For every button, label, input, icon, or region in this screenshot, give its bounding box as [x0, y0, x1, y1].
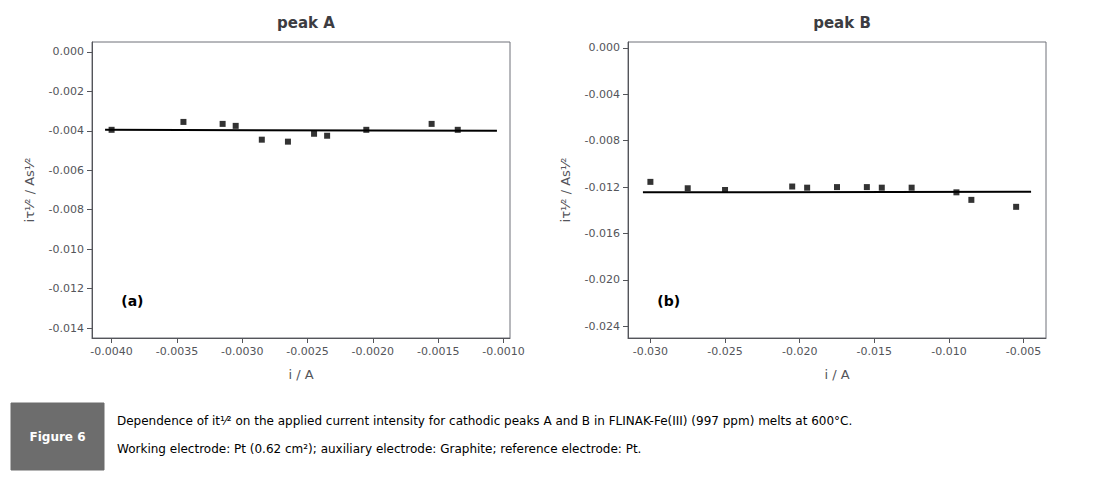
svg-text:-0.0010: -0.0010 [482, 345, 524, 358]
svg-text:0.000: 0.000 [589, 41, 621, 54]
svg-text:i / A: i / A [824, 367, 849, 382]
svg-text:-0.010: -0.010 [49, 243, 84, 256]
svg-text:-0.012: -0.012 [49, 282, 84, 295]
svg-text:Figure 6: Figure 6 [29, 430, 85, 444]
svg-text:-0.006: -0.006 [49, 164, 84, 177]
svg-text:-0.010: -0.010 [931, 345, 966, 358]
svg-text:-0.008: -0.008 [585, 134, 620, 147]
svg-text:-0.005: -0.005 [1006, 345, 1041, 358]
svg-text:iτ¹⁄² / As¹⁄²: iτ¹⁄² / As¹⁄² [22, 158, 37, 223]
svg-text:-0.0015: -0.0015 [417, 345, 459, 358]
svg-text:-0.016: -0.016 [585, 227, 620, 240]
svg-text:-0.012: -0.012 [585, 181, 620, 194]
svg-text:-0.025: -0.025 [707, 345, 742, 358]
svg-text:-0.0030: -0.0030 [221, 345, 263, 358]
svg-text:iτ¹⁄² / As¹⁄²: iτ¹⁄² / As¹⁄² [558, 158, 573, 223]
svg-text:peak B: peak B [813, 14, 871, 32]
svg-text:-0.008: -0.008 [49, 203, 84, 216]
svg-text:-0.0040: -0.0040 [90, 345, 132, 358]
svg-text:i / A: i / A [288, 367, 313, 382]
svg-text:Working electrode: Pt (0.62 cm: Working electrode: Pt (0.62 cm²); auxili… [117, 442, 641, 456]
svg-text:-0.020: -0.020 [585, 273, 620, 286]
svg-text:(b): (b) [657, 293, 680, 309]
svg-text:-0.004: -0.004 [585, 88, 620, 101]
svg-text:peak A: peak A [277, 14, 335, 32]
svg-text:-0.002: -0.002 [49, 85, 84, 98]
svg-text:-0.004: -0.004 [49, 124, 84, 137]
svg-text:-0.014: -0.014 [49, 322, 84, 335]
svg-text:(a): (a) [121, 293, 143, 309]
svg-text:-0.024: -0.024 [585, 320, 620, 333]
svg-text:-0.020: -0.020 [782, 345, 817, 358]
svg-text:-0.030: -0.030 [633, 345, 668, 358]
svg-text:-0.0035: -0.0035 [156, 345, 198, 358]
svg-text:-0.0025: -0.0025 [286, 345, 328, 358]
svg-text:Dependence of it¹⁄² on the app: Dependence of it¹⁄² on the applied curre… [117, 414, 852, 428]
svg-text:-0.0020: -0.0020 [352, 345, 394, 358]
svg-text:0.000: 0.000 [53, 45, 85, 58]
svg-text:-0.015: -0.015 [857, 345, 892, 358]
